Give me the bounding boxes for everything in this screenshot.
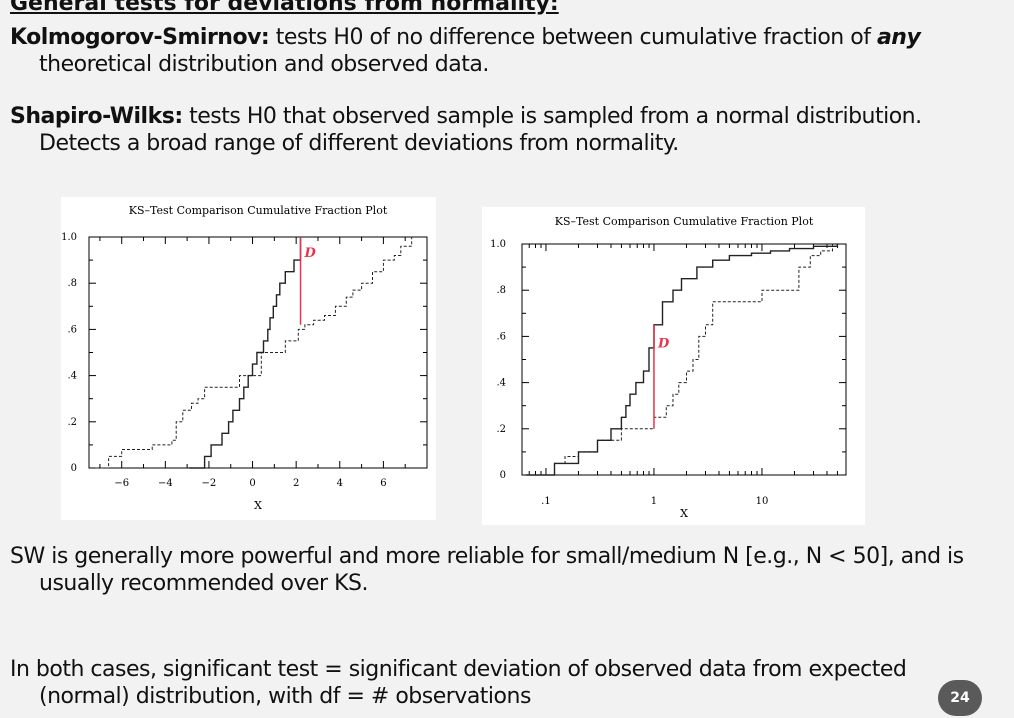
page-number-badge: 24 [938,680,982,716]
ks-chart-right-svg: KS–Test Comparison Cumulative Fraction P… [490,215,847,520]
x-tick-label: 4 [337,478,343,489]
ks-paragraph: Kolmogorov-Smirnov: tests H0 of no diffe… [10,24,970,78]
conclusion-paragraph: In both cases, significant test = signif… [10,657,907,709]
x-tick-label: −4 [158,478,173,489]
y-tick-label: 1.0 [490,239,506,250]
x-axis-label: X [254,499,262,512]
d-statistic-label: D [304,246,317,261]
ks-text-before: tests H0 of no difference between cumula… [269,25,877,50]
y-tick-label: .8 [67,278,77,289]
y-tick-label: .4 [496,378,506,389]
summary-paragraph: SW is generally more powerful and more r… [10,544,964,596]
x-tick-label: 0 [249,478,255,489]
y-tick-label: 0 [71,463,77,474]
x-tick-label: 2 [293,478,299,489]
d-statistic-label: D [657,337,670,352]
x-tick-label: 10 [756,496,769,507]
solid-cumulative-line [525,244,839,476]
ks-emphasis: any [876,25,921,50]
dashed-cumulative-line [546,244,833,476]
ks-chart-left: KS–Test Comparison Cumulative Fraction P… [61,197,436,520]
x-tick-label: −2 [202,478,217,489]
sw-paragraph: Shapiro-Wilks: tests H0 that observed sa… [10,103,970,157]
dashed-cumulative-line [95,237,413,469]
chart-title: KS–Test Comparison Cumulative Fraction P… [129,204,388,217]
ks-term: Kolmogorov-Smirnov: [10,25,270,50]
solid-cumulative-line [189,237,302,469]
x-axis-label: X [680,507,688,520]
sw-term: Shapiro-Wilks: [10,104,183,129]
y-tick-label: .2 [67,417,77,428]
slide-heading: General tests for deviations from normal… [10,0,559,16]
y-tick-label: 1.0 [61,232,77,243]
x-tick-label: .1 [541,496,551,507]
y-tick-label: .8 [496,285,506,296]
y-tick-label: .6 [496,331,506,342]
ks-text-after: theoretical distribution and observed da… [39,52,489,77]
x-tick-label: −6 [114,478,129,489]
y-tick-label: .6 [67,324,77,335]
x-tick-label: 6 [380,478,386,489]
ks-chart-left-svg: KS–Test Comparison Cumulative Fraction P… [61,204,428,512]
y-tick-label: .4 [67,371,77,382]
y-tick-label: 0 [500,470,506,481]
chart-title: KS–Test Comparison Cumulative Fraction P… [555,215,814,228]
x-tick-label: 1 [651,496,657,507]
sw-text: tests H0 that observed sample is sampled… [39,104,922,156]
ks-chart-right: KS–Test Comparison Cumulative Fraction P… [482,207,865,525]
y-tick-label: .2 [496,424,506,435]
